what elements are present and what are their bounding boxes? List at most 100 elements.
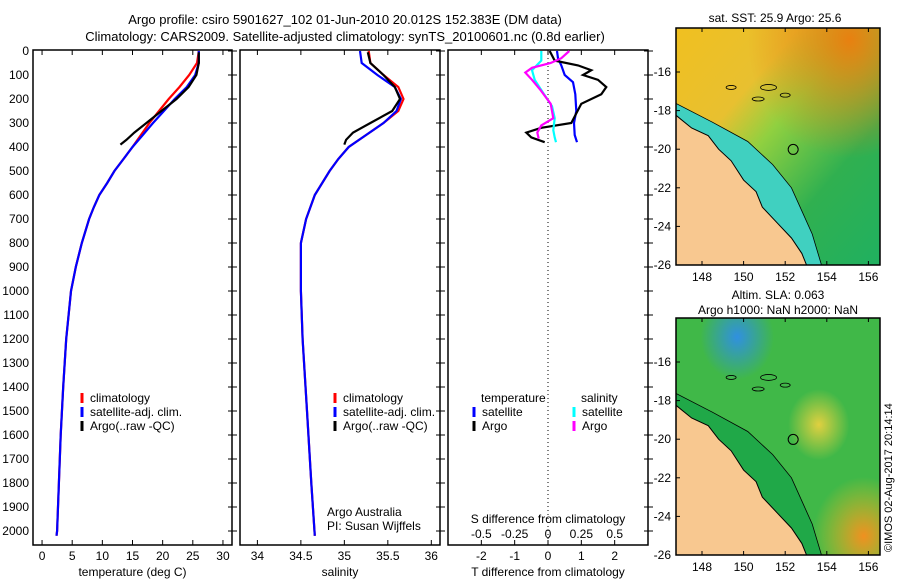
s-tick-label: 0 — [545, 527, 552, 541]
lat-tick-label: -18 — [654, 394, 672, 408]
x-axis-label: T difference from climatology — [471, 565, 625, 579]
series-line-argo-raw-qc- — [343, 51, 402, 145]
map-field — [676, 28, 880, 265]
reef-outline — [760, 374, 777, 381]
y-tick-label: 1800 — [2, 476, 29, 490]
lon-tick-label: 150 — [734, 560, 754, 574]
legend-label: satellite — [482, 405, 523, 419]
land — [676, 404, 808, 555]
y-tick-label: 400 — [9, 140, 29, 154]
plot-frame — [239, 49, 441, 546]
legend-label: Argo — [482, 419, 508, 433]
y-tick-label: 500 — [9, 164, 29, 178]
sla-map: 148 150 152 154 156 -16 -18 -20 -22 -24 -26 Altim. … — [654, 288, 881, 574]
legend-label: climatology — [90, 391, 150, 405]
title-line-1: Argo profile: csiro 5901627_102 01-Jun-2… — [128, 12, 562, 27]
legend-title-salinity: salinity — [581, 391, 618, 405]
lon-tick-label: 148 — [692, 270, 712, 284]
lat-tick-label: -20 — [654, 142, 672, 156]
x-tick-label: 2 — [611, 549, 618, 563]
s-axis-label: S difference from climatology — [471, 512, 626, 526]
map-frame — [675, 317, 881, 556]
legend-label: satellite-adj. clim. — [343, 405, 435, 419]
lat-tick-label: -22 — [654, 181, 672, 195]
map-title: sat. SST: 25.9 Argo: 25.6 — [709, 11, 842, 25]
lon-tick-label: 152 — [775, 270, 795, 284]
legend-label: satellite — [582, 405, 623, 419]
series-line-argo-raw-qc- — [119, 52, 200, 146]
lat-tick-label: -16 — [654, 65, 672, 79]
reef-outline — [751, 386, 765, 392]
lon-tick-label: 154 — [817, 560, 837, 574]
lat-tick-label: -26 — [654, 548, 672, 562]
s-tick-label: -0.25 — [501, 527, 529, 541]
y-tick-label: 2000 — [2, 524, 29, 538]
y-tick-label: 1000 — [2, 284, 29, 298]
x-tick-label: 25 — [186, 549, 200, 563]
y-tick-label: 1700 — [2, 452, 29, 466]
lat-tick-label: -24 — [654, 219, 672, 233]
lon-tick-label: 152 — [775, 560, 795, 574]
x-tick-label: 0 — [39, 549, 46, 563]
map-frame — [675, 27, 881, 266]
reef-outline — [751, 96, 765, 102]
land — [676, 114, 808, 265]
x-tick-label: 35.5 — [376, 549, 400, 563]
x-tick-label: 34 — [251, 549, 265, 563]
y-tick-label: 600 — [9, 188, 29, 202]
temperature-panel: 0 5 10 15 20 25 30 temperature (deg C) 0 100 200 30… — [2, 44, 237, 579]
x-tick-label: 5 — [69, 549, 76, 563]
y-tick-label: 1600 — [2, 428, 29, 442]
series-line-climatology — [55, 50, 200, 536]
x-axis-label: salinity — [322, 565, 359, 579]
x-tick-label: 30 — [216, 549, 230, 563]
reef-outline — [779, 92, 791, 98]
lon-tick-label: 156 — [858, 560, 878, 574]
series-line-satellite-adj-clim- — [55, 51, 200, 536]
series-line-argo — [523, 50, 571, 139]
reef-outline — [725, 85, 737, 90]
salinity-panel: 34 34.5 35 35.5 36 salinity climatologysatelli… — [239, 49, 445, 579]
y-tick-label: 1100 — [3, 308, 29, 322]
x-tick-label: 34.5 — [289, 549, 313, 563]
y-tick-label: 100 — [9, 68, 29, 82]
x-tick-label: -2 — [476, 549, 487, 563]
title-line-2: Climatology: CARS2009. Satellite-adjuste… — [85, 29, 605, 44]
lat-tick-label: -22 — [654, 471, 672, 485]
x-tick-label: 15 — [126, 549, 140, 563]
reef-outline — [725, 375, 737, 380]
y-tick-label: 800 — [9, 236, 29, 250]
x-tick-label: 1 — [578, 549, 585, 563]
sst-map: 148 150 152 154 156 -16 -18 -20 -22 -24 -26 sat. SS… — [654, 11, 881, 284]
x-tick-label: 36 — [425, 549, 439, 563]
y-tick-label: 1300 — [2, 356, 29, 370]
annotation-text: Argo Australia — [327, 505, 402, 519]
y-tick-label: 700 — [9, 212, 29, 226]
legend-label: satellite-adj. clim. — [90, 405, 182, 419]
lat-tick-label: -18 — [654, 104, 672, 118]
copyright-label: ©IMOS 02-Aug-2017 20:14:14 — [883, 403, 895, 552]
x-tick-label: 0 — [545, 549, 552, 563]
y-tick-label: 0 — [22, 44, 29, 58]
lon-tick-label: 148 — [692, 560, 712, 574]
difference-panel: -2 -1 0 1 2 T difference from climatology -0.5… — [447, 49, 653, 579]
legend-label: Argo(..raw -QC) — [90, 419, 175, 433]
lat-tick-label: -16 — [654, 355, 672, 369]
y-tick-label: 1900 — [2, 500, 29, 514]
lat-tick-label: -24 — [654, 509, 672, 523]
legend-title-temperature: temperature — [481, 391, 546, 405]
x-tick-label: -1 — [509, 549, 520, 563]
reef-outline — [779, 382, 791, 388]
lon-tick-label: 154 — [817, 270, 837, 284]
reef-outline — [760, 84, 777, 91]
argo-position-marker — [787, 433, 799, 445]
argo-position-marker — [787, 143, 799, 155]
y-tick-label: 200 — [9, 92, 29, 106]
y-tick-label: 1400 — [2, 380, 29, 394]
series-line-satellite-adj-clim- — [299, 50, 403, 536]
s-tick-label: 0.25 — [570, 527, 594, 541]
s-tick-label: 0.5 — [606, 527, 623, 541]
x-tick-label: 35 — [338, 549, 352, 563]
